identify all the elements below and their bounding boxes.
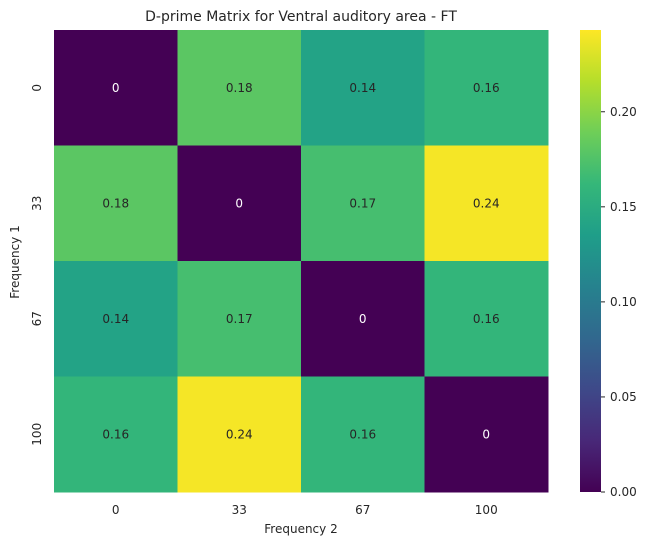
cell-value-label: 0.17 (349, 196, 376, 210)
x-axis-ticks: 0 33 67 100 (112, 503, 498, 517)
colorbar-tick-label: 0.20 (610, 105, 637, 119)
y-tick-label: 0 (30, 84, 44, 92)
x-tick-label: 100 (475, 503, 498, 517)
heatmap-cell (301, 145, 425, 262)
heatmap-cell (301, 261, 425, 377)
cell-value-label: 0.14 (102, 312, 129, 326)
colorbar-tick-label: 0.15 (610, 200, 637, 214)
colorbar-tick-label: 0.10 (610, 295, 637, 309)
heatmap-cell (424, 261, 549, 377)
y-axis-label: Frequency 1 (8, 225, 22, 298)
colorbar-tick-label: 0.00 (610, 485, 637, 499)
x-tick-label: 67 (355, 503, 370, 517)
heatmap-cell (424, 30, 549, 146)
cell-value-label: 0.14 (349, 81, 376, 95)
heatmap-cell (301, 30, 425, 146)
heatmap-cell (177, 376, 302, 493)
cell-value-label: 0.16 (102, 427, 129, 441)
cell-value-label: 0.24 (473, 196, 500, 210)
cell-value-label: 0 (482, 427, 490, 441)
heatmap-cells (54, 30, 549, 493)
cell-value-label: 0.16 (473, 312, 500, 326)
y-axis-ticks: 0 33 67 100 (30, 84, 44, 446)
cell-value-label: 0 (235, 196, 243, 210)
cell-value-label: 0.16 (473, 81, 500, 95)
heatmap-cell-labels: 0 0.18 0.14 0.16 0.18 0 0.17 0.24 0.14 0.17 0 0.16 0… (102, 81, 499, 442)
colorbar (580, 30, 601, 492)
heatmap-cell (54, 261, 178, 377)
cell-value-label: 0.17 (226, 312, 253, 326)
x-tick-label: 33 (232, 503, 247, 517)
colorbar-ticks: 0.00 0.05 0.10 0.15 0.20 (601, 105, 637, 499)
y-tick-label: 67 (30, 311, 44, 326)
heatmap-cell (177, 30, 302, 146)
heatmap-cell (301, 376, 425, 493)
heatmap-cell (54, 145, 178, 262)
heatmap-cell (424, 376, 549, 493)
heatmap-cell (424, 145, 549, 262)
y-tick-label: 100 (30, 423, 44, 446)
heatmap-cell (177, 145, 302, 262)
cell-value-label: 0.16 (349, 427, 376, 441)
cell-value-label: 0 (359, 312, 367, 326)
cell-value-label: 0.18 (102, 196, 129, 210)
cell-value-label: 0.18 (226, 81, 253, 95)
x-axis-label: Frequency 2 (264, 522, 337, 536)
cell-value-label: 0.24 (226, 427, 253, 441)
colorbar-tick-label: 0.05 (610, 390, 637, 404)
y-tick-label: 33 (30, 196, 44, 211)
chart-title: D-prime Matrix for Ventral auditory area… (145, 9, 457, 25)
heatmap-cell (54, 30, 178, 146)
cell-value-label: 0 (112, 81, 120, 95)
x-tick-label: 0 (112, 503, 120, 517)
heatmap-cell (177, 261, 302, 377)
heatmap-cell (54, 376, 178, 493)
